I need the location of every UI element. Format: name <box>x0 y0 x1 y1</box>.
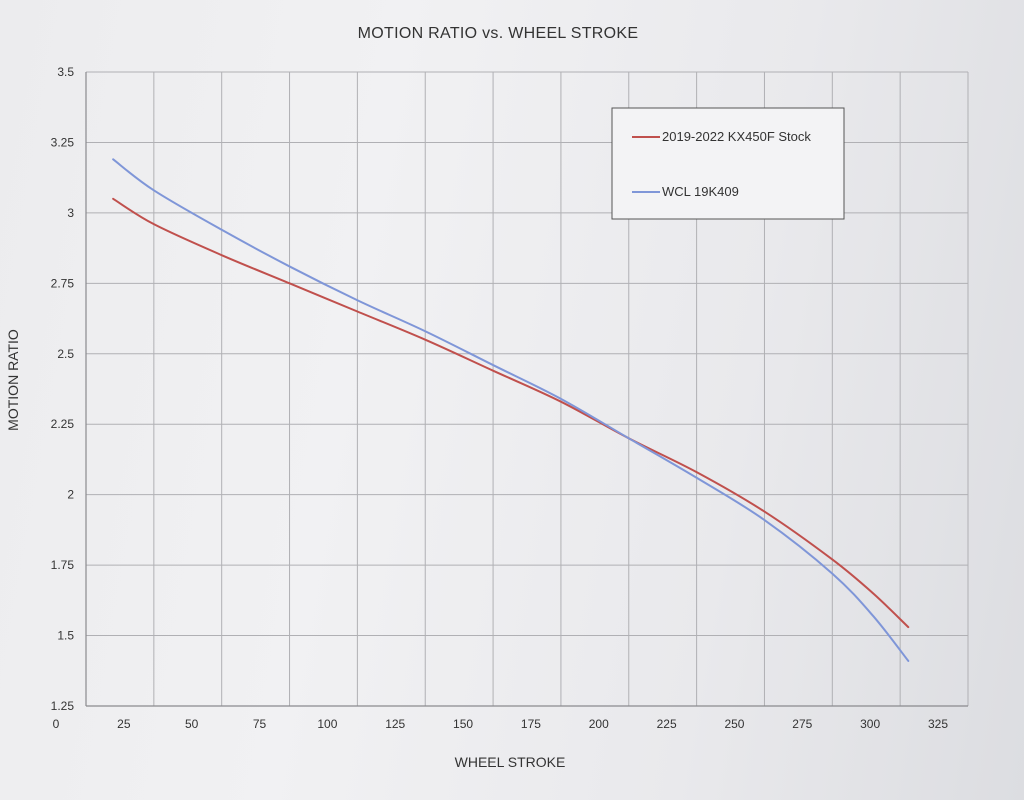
data-point <box>831 558 833 561</box>
data-point <box>112 158 114 160</box>
y-tick-label: 2.25 <box>51 417 75 431</box>
data-point <box>288 265 291 268</box>
data-point <box>492 364 494 366</box>
legend-label-wcl-19k409: WCL 19K409 <box>662 184 739 199</box>
data-point <box>763 510 766 513</box>
data-point <box>288 282 291 284</box>
x-tick-label: 50 <box>185 717 199 731</box>
data-point <box>221 229 223 231</box>
y-tick-label: 2.75 <box>51 276 75 290</box>
data-point <box>153 189 155 191</box>
legend-box <box>611 107 845 220</box>
x-tick-label: 300 <box>860 717 880 731</box>
x-tick-label: 175 <box>521 717 541 731</box>
y-tick-label: 2.5 <box>57 347 74 361</box>
y-tick-label: 3 <box>67 206 74 220</box>
series-layer <box>112 158 910 662</box>
data-point <box>356 299 358 301</box>
data-point <box>907 626 909 628</box>
y-axis-title: MOTION RATIO <box>5 329 21 431</box>
y-tick-label: 2 <box>67 488 74 502</box>
legend-label-kx450f-stock: 2019-2022 KX450F Stock <box>662 129 811 144</box>
data-point <box>424 339 426 341</box>
x-tick-labels: 0 25 50 75 100 125 150 175 200 225 250 275 300 325 <box>53 717 949 731</box>
x-tick-label: 225 <box>657 717 677 731</box>
data-point <box>221 254 223 256</box>
series-line-wcl-19k409 <box>112 158 910 662</box>
x-tick-label: 200 <box>589 717 609 731</box>
data-point <box>831 572 833 575</box>
series-line-kx450f-stock <box>112 197 910 629</box>
data-point <box>872 592 874 594</box>
x-tick-label: 275 <box>792 717 812 731</box>
data-point <box>872 615 874 617</box>
y-tick-label: 1.5 <box>57 629 74 643</box>
x-tick-label: 0 <box>53 717 60 731</box>
data-point <box>424 330 426 332</box>
x-tick-label: 325 <box>928 717 948 731</box>
data-point <box>492 370 494 372</box>
data-point <box>628 437 630 439</box>
data-point <box>560 398 562 400</box>
chart-title: MOTION RATIO vs. WHEEL STROKE <box>358 25 639 42</box>
data-point <box>907 660 909 662</box>
legend: 2019-2022 KX450F Stock WCL 19K409 <box>611 107 845 220</box>
y-tick-label: 3.25 <box>51 135 75 149</box>
y-tick-label: 1.25 <box>51 699 75 713</box>
x-tick-label: 125 <box>385 717 405 731</box>
y-tick-label: 3.5 <box>57 65 74 79</box>
x-tick-label: 150 <box>453 717 473 731</box>
data-point <box>696 471 698 473</box>
data-point <box>696 477 698 479</box>
data-point <box>763 519 766 521</box>
x-tick-label: 75 <box>253 717 267 731</box>
x-tick-label: 100 <box>317 717 337 731</box>
data-point <box>356 310 358 313</box>
data-point <box>112 198 114 200</box>
x-tick-label: 25 <box>117 717 131 731</box>
x-tick-label: 250 <box>724 717 744 731</box>
data-point <box>153 223 155 225</box>
y-tick-label: 1.75 <box>51 558 75 572</box>
x-axis-title: WHEEL STROKE <box>455 754 566 770</box>
data-point <box>560 401 562 403</box>
y-tick-labels: 1.25 1.5 1.75 2 2.25 2.5 2.75 3 3.25 3.5 <box>51 65 75 713</box>
